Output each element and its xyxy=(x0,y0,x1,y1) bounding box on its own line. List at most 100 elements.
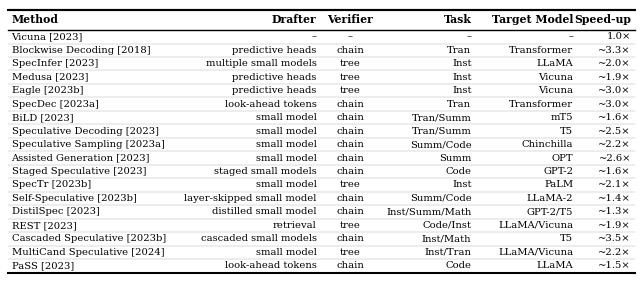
Text: Drafter: Drafter xyxy=(272,14,317,26)
Text: LLaMA: LLaMA xyxy=(536,261,573,270)
Text: ~3.3×: ~3.3× xyxy=(598,46,631,55)
Text: Summ/Code: Summ/Code xyxy=(410,140,472,149)
Text: LLaMA/Vicuna: LLaMA/Vicuna xyxy=(499,248,573,257)
Text: tree: tree xyxy=(340,73,361,82)
Text: mT5: mT5 xyxy=(551,113,573,122)
Text: ~1.6×: ~1.6× xyxy=(598,113,631,122)
Text: small model: small model xyxy=(256,248,317,257)
Text: predictive heads: predictive heads xyxy=(232,86,317,95)
Text: chain: chain xyxy=(337,261,364,270)
Text: Speculative Decoding [2023]: Speculative Decoding [2023] xyxy=(12,127,159,136)
Text: Medusa [2023]: Medusa [2023] xyxy=(12,73,88,82)
Text: ~1.9×: ~1.9× xyxy=(598,221,631,230)
Text: chain: chain xyxy=(337,153,364,162)
Text: Code: Code xyxy=(445,261,472,270)
Text: Eagle [2023b]: Eagle [2023b] xyxy=(12,86,83,95)
Text: –: – xyxy=(568,32,573,41)
Text: Tran: Tran xyxy=(447,46,472,55)
Text: chain: chain xyxy=(337,234,364,243)
Text: REST [2023]: REST [2023] xyxy=(12,221,76,230)
Text: ~1.5×: ~1.5× xyxy=(598,261,631,270)
Text: ~3.5×: ~3.5× xyxy=(598,234,631,243)
Text: Summ: Summ xyxy=(439,153,472,162)
Text: SpecInfer [2023]: SpecInfer [2023] xyxy=(12,59,98,68)
Text: Transformer: Transformer xyxy=(509,100,573,109)
Text: Speed-up: Speed-up xyxy=(574,14,631,26)
Text: –: – xyxy=(467,32,472,41)
Text: ~3.0×: ~3.0× xyxy=(598,86,631,95)
Text: tree: tree xyxy=(340,59,361,68)
Text: Staged Speculative [2023]: Staged Speculative [2023] xyxy=(12,167,146,176)
Text: Speculative Sampling [2023a]: Speculative Sampling [2023a] xyxy=(12,140,164,149)
Text: Task: Task xyxy=(444,14,472,26)
Text: chain: chain xyxy=(337,113,364,122)
Text: chain: chain xyxy=(337,100,364,109)
Text: Summ/Code: Summ/Code xyxy=(410,194,472,203)
Text: Tran: Tran xyxy=(447,100,472,109)
Text: –: – xyxy=(312,32,317,41)
Text: ~1.3×: ~1.3× xyxy=(598,207,631,216)
Text: look-ahead tokens: look-ahead tokens xyxy=(225,100,317,109)
Text: staged small models: staged small models xyxy=(214,167,317,176)
Text: Vicuna: Vicuna xyxy=(538,86,573,95)
Text: tree: tree xyxy=(340,86,361,95)
Text: MultiCand Speculative [2024]: MultiCand Speculative [2024] xyxy=(12,248,164,257)
Text: Vicuna: Vicuna xyxy=(538,73,573,82)
Text: Tran/Summ: Tran/Summ xyxy=(412,113,472,122)
Text: ~3.0×: ~3.0× xyxy=(598,100,631,109)
Text: Transformer: Transformer xyxy=(509,46,573,55)
Text: chain: chain xyxy=(337,194,364,203)
Text: Inst/Summ/Math: Inst/Summ/Math xyxy=(386,207,472,216)
Text: Assisted Generation [2023]: Assisted Generation [2023] xyxy=(12,153,150,162)
Text: Vicuna [2023]: Vicuna [2023] xyxy=(12,32,83,41)
Text: retrieval: retrieval xyxy=(273,221,317,230)
Text: Chinchilla: Chinchilla xyxy=(522,140,573,149)
Text: ~2.2×: ~2.2× xyxy=(598,248,631,257)
Text: Self-Speculative [2023b]: Self-Speculative [2023b] xyxy=(12,194,136,203)
Text: tree: tree xyxy=(340,221,361,230)
Text: Inst: Inst xyxy=(452,73,472,82)
Text: chain: chain xyxy=(337,46,364,55)
Text: Inst/Math: Inst/Math xyxy=(422,234,472,243)
Text: Method: Method xyxy=(12,14,58,26)
Text: small model: small model xyxy=(256,113,317,122)
Text: distilled small model: distilled small model xyxy=(212,207,317,216)
Text: ~2.1×: ~2.1× xyxy=(598,180,631,189)
Text: predictive heads: predictive heads xyxy=(232,73,317,82)
Text: T5: T5 xyxy=(560,127,573,136)
Text: chain: chain xyxy=(337,140,364,149)
Text: small model: small model xyxy=(256,153,317,162)
Text: chain: chain xyxy=(337,207,364,216)
Text: cascaded small models: cascaded small models xyxy=(201,234,317,243)
Text: chain: chain xyxy=(337,167,364,176)
Text: Target Model: Target Model xyxy=(492,14,573,26)
Text: T5: T5 xyxy=(560,234,573,243)
Text: 1.0×: 1.0× xyxy=(607,32,631,41)
Text: LLaMA-2: LLaMA-2 xyxy=(527,194,573,203)
Text: look-ahead tokens: look-ahead tokens xyxy=(225,261,317,270)
Text: PaSS [2023]: PaSS [2023] xyxy=(12,261,74,270)
Text: Cascaded Speculative [2023b]: Cascaded Speculative [2023b] xyxy=(12,234,166,243)
Text: small model: small model xyxy=(256,127,317,136)
Text: ~2.0×: ~2.0× xyxy=(598,59,631,68)
Text: GPT-2/T5: GPT-2/T5 xyxy=(527,207,573,216)
Text: ~1.4×: ~1.4× xyxy=(598,194,631,203)
Text: ~2.5×: ~2.5× xyxy=(598,127,631,136)
Text: multiple small models: multiple small models xyxy=(206,59,317,68)
Text: Blockwise Decoding [2018]: Blockwise Decoding [2018] xyxy=(12,46,150,55)
Text: GPT-2: GPT-2 xyxy=(543,167,573,176)
Text: chain: chain xyxy=(337,127,364,136)
Text: SpecTr [2023b]: SpecTr [2023b] xyxy=(12,180,91,189)
Text: Inst: Inst xyxy=(452,86,472,95)
Text: small model: small model xyxy=(256,140,317,149)
Text: tree: tree xyxy=(340,180,361,189)
Text: ~2.2×: ~2.2× xyxy=(598,140,631,149)
Text: Code: Code xyxy=(445,167,472,176)
Text: Inst/Tran: Inst/Tran xyxy=(424,248,472,257)
Text: ~1.6×: ~1.6× xyxy=(598,167,631,176)
Text: Verifier: Verifier xyxy=(328,14,373,26)
Text: small model: small model xyxy=(256,180,317,189)
Text: OPT: OPT xyxy=(552,153,573,162)
Text: SpecDec [2023a]: SpecDec [2023a] xyxy=(12,100,99,109)
Text: ~2.6×: ~2.6× xyxy=(598,153,631,162)
